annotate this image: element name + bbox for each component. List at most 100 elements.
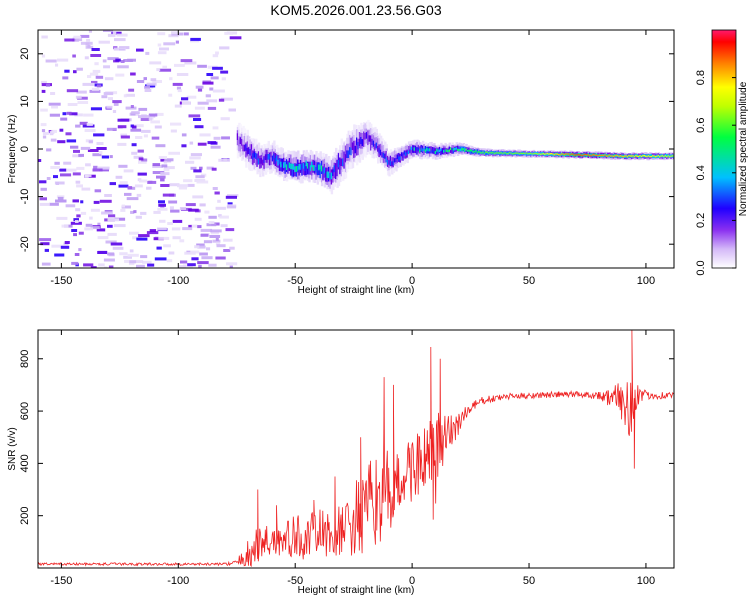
spectrogram-cell [395, 157, 398, 163]
spectrogram-cell [67, 103, 78, 106]
spectrogram-cell [238, 139, 241, 147]
spectrogram-cell [130, 72, 136, 76]
spectrogram-cell [318, 164, 321, 171]
spectrogram-cell [494, 152, 498, 154]
spectrogram-cell [41, 35, 48, 39]
spectrogram-cell [118, 164, 128, 168]
spectrogram-x-tick-label: -100 [167, 275, 189, 287]
spectrogram-cell [616, 155, 620, 157]
spectrogram-cell [248, 146, 251, 162]
spectrogram-cell [429, 148, 432, 152]
spectrogram-cell [218, 158, 230, 162]
spectrogram-cell [107, 218, 120, 222]
spectrogram-cell [66, 89, 79, 93]
spectrogram-cell [174, 63, 185, 67]
spectrogram-cell [274, 157, 277, 164]
spectrogram-cell [138, 160, 147, 164]
spectrogram-cell [515, 152, 519, 156]
spectrogram-cell [609, 155, 613, 157]
spectrogram-cell [170, 122, 182, 126]
spectrogram-cell [471, 149, 474, 152]
spectrogram-cell [305, 160, 308, 167]
spectrogram-cell [210, 76, 219, 80]
spectrogram-cell [595, 154, 599, 156]
spectrogram-cell [454, 147, 457, 151]
spectrogram-cell [171, 227, 181, 231]
spectrogram-cell [452, 148, 456, 151]
spectrogram-cell [101, 211, 113, 215]
spectrogram-y-tick-label: 10 [19, 95, 31, 107]
spectrogram-cell [591, 154, 595, 156]
spectrogram-cell [639, 155, 642, 159]
spectrogram-cell [195, 85, 204, 89]
spectrogram-cell [475, 150, 478, 154]
spectrogram-cell [476, 151, 480, 154]
spectrogram-cell [104, 266, 108, 268]
spectrogram-cell [40, 242, 50, 246]
spectrogram-cell [441, 149, 444, 153]
spectrogram-cell [546, 152, 550, 155]
spectrogram-cell [92, 153, 102, 157]
spectrogram-cell [406, 150, 409, 154]
spectrogram-cell [134, 184, 143, 188]
spectrogram-cell [107, 232, 117, 236]
spectrogram-cell [224, 31, 228, 35]
spectrogram-cell [123, 169, 134, 173]
spectrogram-cell [112, 110, 117, 113]
spectrogram-cell [103, 258, 115, 262]
spectrogram-cell [283, 162, 286, 168]
spectrogram-cell [163, 42, 176, 46]
spectrogram-cell [622, 156, 625, 158]
spectrogram-cell [151, 136, 160, 140]
spectrogram-cell [127, 253, 139, 257]
spectrogram-cell [493, 152, 496, 155]
spectrogram-cell [183, 179, 193, 183]
spectrogram-cell [163, 244, 171, 248]
spectrogram-cell [214, 191, 220, 195]
spectrogram-cell [485, 151, 488, 156]
spectrogram-cell [281, 158, 284, 172]
spectrogram-cell [632, 155, 635, 157]
spectrogram-cell [212, 89, 225, 93]
spectrogram-cell [611, 155, 614, 157]
spectrogram-cell [152, 165, 163, 168]
spectrogram-cell [81, 187, 91, 191]
spectrogram-cell [71, 261, 79, 265]
spectrogram-cell [668, 156, 672, 158]
spectrogram-cell [440, 148, 443, 152]
spectrogram-cell [294, 166, 297, 173]
spectrogram-cell [119, 252, 128, 256]
spectrogram-cell [354, 145, 357, 154]
spectrogram-cell [614, 155, 617, 157]
spectrogram-cell [91, 87, 100, 91]
spectrogram-cell [523, 152, 526, 154]
spectrogram-cell [130, 128, 142, 132]
spectrogram-cell [344, 145, 348, 163]
spectrogram-cell [215, 237, 219, 241]
spectrogram-cell [402, 154, 405, 158]
spectrogram-cell [207, 106, 217, 110]
spectrogram-cell [159, 47, 169, 51]
spectrogram-cell [405, 152, 408, 156]
spectrogram-cell [346, 150, 349, 158]
spectrogram-cell [153, 210, 161, 214]
spectrogram-cell [138, 107, 148, 111]
spectrogram-cell [530, 152, 533, 154]
spectrogram-cell [458, 149, 461, 152]
spectrogram-cell [101, 95, 108, 99]
spectrogram-cell [365, 132, 369, 139]
spectrogram-cell [569, 152, 572, 156]
spectrogram-cell [41, 262, 51, 266]
spectrogram-cell [145, 84, 156, 88]
spectrogram-cell [559, 154, 562, 156]
spectrogram-cell [39, 238, 52, 242]
spectrogram-cell [410, 146, 414, 151]
spectrogram-cell [72, 38, 79, 42]
spectrogram-cell [259, 158, 262, 164]
spectrogram-cell [196, 243, 205, 247]
spectrogram-cell [125, 93, 135, 97]
spectrogram-cell [590, 153, 593, 157]
spectrogram-cell [188, 114, 201, 118]
spectrogram-cell [269, 153, 272, 160]
spectrogram-cell [157, 227, 167, 231]
